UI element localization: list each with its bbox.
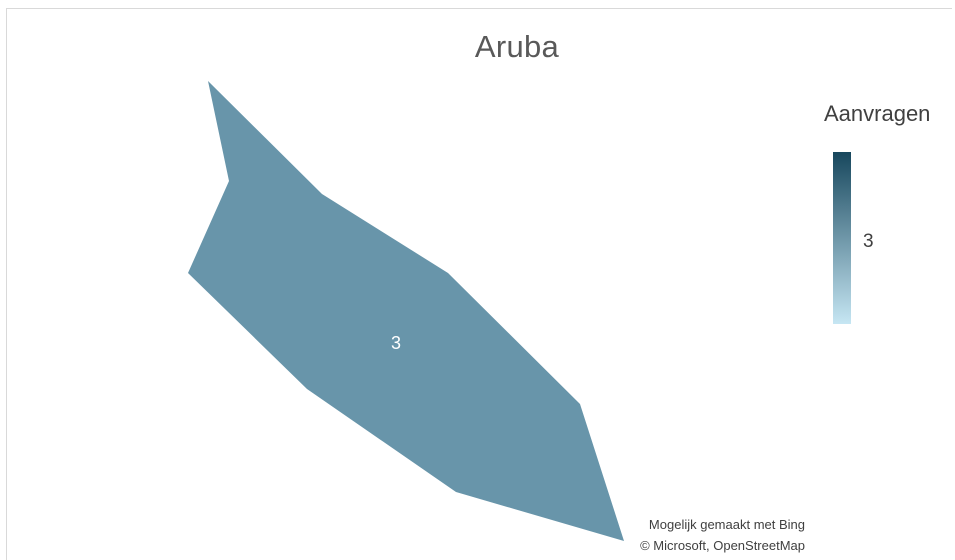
region-value-label: 3 — [391, 333, 401, 353]
map-title: Aruba — [474, 29, 560, 64]
legend-title: Aanvragen — [824, 101, 931, 126]
map-attribution: Mogelijk gemaakt met Bing © Microsoft, O… — [577, 514, 805, 556]
legend-color-scale — [833, 152, 851, 324]
attribution-line-copyright: © Microsoft, OpenStreetMap — [640, 538, 805, 553]
map-canvas: 3 — [188, 81, 624, 541]
legend-value-label: 3 — [863, 231, 874, 252]
map-visual: Aruba 3 Aanvragen 3 Mogelijk gemaakt met… — [6, 8, 952, 560]
region-aruba[interactable] — [188, 81, 624, 541]
attribution-line-powered-by: Mogelijk gemaakt met Bing — [648, 517, 805, 532]
